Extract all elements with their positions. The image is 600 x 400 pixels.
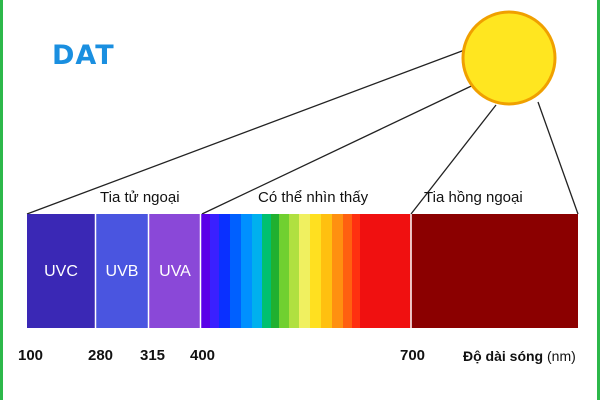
- uvb-segment: [96, 214, 148, 328]
- uva-label: UVA: [159, 263, 191, 280]
- sun-icon: [461, 10, 557, 106]
- uvc-segment: [27, 214, 95, 328]
- uv-band-title: Tia tử ngoại: [100, 189, 180, 206]
- ir-band-title: Tia hồng ngoại: [424, 189, 523, 206]
- uva-segment: [149, 214, 200, 328]
- tick-100: 100: [18, 347, 44, 364]
- visible-band-title: Có thể nhìn thấy: [258, 189, 369, 206]
- tick-315: 315: [140, 347, 166, 364]
- tick-400: 400: [190, 347, 216, 364]
- axis-unit: (nm): [543, 348, 576, 364]
- tick-280: 280: [88, 347, 114, 364]
- tick-700: 700: [400, 347, 426, 364]
- ray-visible: [201, 79, 485, 215]
- dat-logo: DAT: [52, 40, 115, 71]
- visible-spectrum: [201, 214, 411, 328]
- infrared-segment: [411, 214, 578, 328]
- ray-uv: [26, 44, 479, 215]
- uvb-label: UVB: [105, 263, 139, 280]
- uvc-label: UVC: [44, 263, 78, 280]
- ray-ir-left: [410, 104, 497, 215]
- axis-title-main: Độ dài sóng: [463, 348, 544, 364]
- ray-ir-right: [537, 101, 579, 215]
- axis-title: Độ dài sóng (nm): [463, 348, 576, 364]
